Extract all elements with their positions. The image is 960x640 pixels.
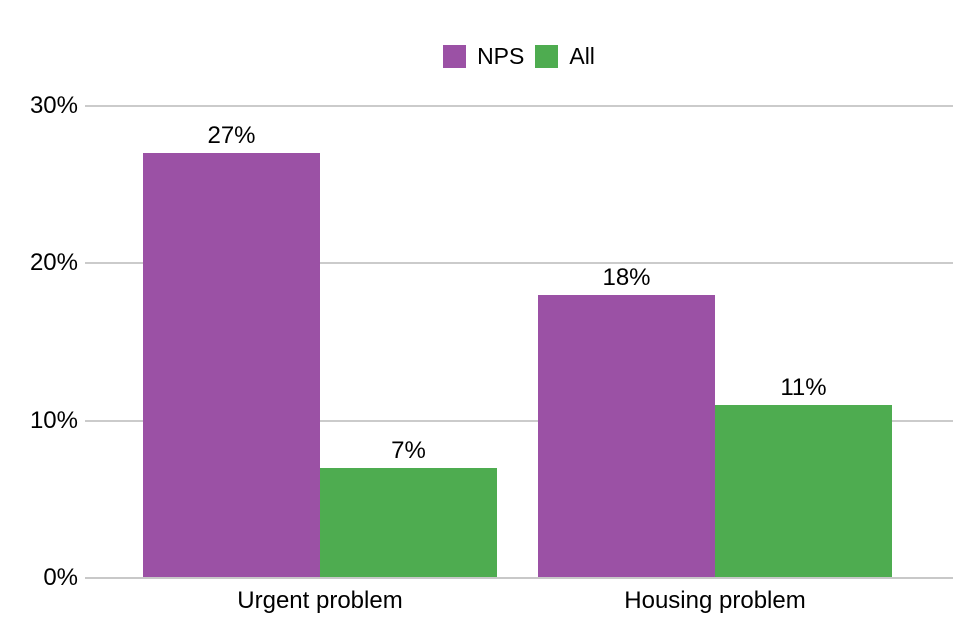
- bar-nps-2: [538, 295, 715, 578]
- x-axis-category-label: Housing problem: [624, 587, 806, 614]
- bar-nps-1: [143, 153, 320, 578]
- bar-value-label: 27%: [207, 122, 256, 149]
- gridline: [85, 105, 953, 107]
- legend-item-all: All: [535, 43, 595, 69]
- legend-swatch-nps: [443, 44, 467, 68]
- x-axis-line: [85, 577, 953, 579]
- gridline: [85, 420, 953, 422]
- bar-all-2: [715, 405, 892, 578]
- legend-label-nps: NPS: [477, 43, 525, 69]
- y-axis-tick-label: 30%: [29, 92, 78, 119]
- bar-value-label: 11%: [780, 374, 827, 401]
- legend-swatch-all: [535, 44, 559, 68]
- y-axis-tick-label: 10%: [29, 407, 78, 434]
- bar-value-label: 18%: [602, 264, 651, 291]
- legend-item-nps: NPS: [443, 43, 524, 69]
- chart-legend: NPS All: [85, 43, 953, 69]
- gridline: [85, 262, 953, 264]
- bar-value-label: 7%: [391, 437, 426, 464]
- legend-label-all: All: [569, 43, 595, 69]
- bar-all-1: [320, 468, 497, 578]
- x-axis-category-label: Urgent problem: [237, 587, 403, 614]
- y-axis-tick-label: 0%: [43, 564, 78, 591]
- y-axis-tick-label: 20%: [29, 249, 78, 276]
